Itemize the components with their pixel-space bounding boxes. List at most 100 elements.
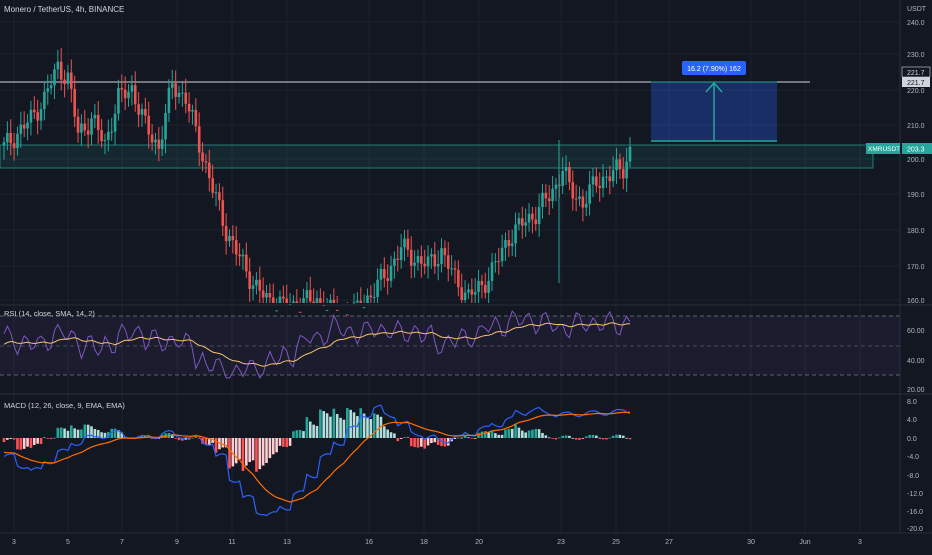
macd-histogram-bar — [100, 432, 103, 438]
candle-body — [359, 300, 363, 303]
price-axis[interactable]: 240.0 230.0 220.0 210.0 200.0 190.0 180.… — [907, 20, 925, 305]
candle-body — [544, 192, 548, 199]
candle-body — [420, 256, 423, 264]
macd-histogram-bar — [588, 434, 591, 438]
macd-histogram-bar — [386, 429, 389, 438]
candle-body — [83, 123, 87, 131]
candle-body — [409, 249, 413, 266]
candle-body — [204, 161, 208, 163]
macd-histogram-bar — [325, 413, 329, 438]
candle-body — [507, 240, 511, 247]
candle-body — [59, 61, 63, 80]
symbol-title[interactable]: Monero / TetherUS, 4h, BINANCE — [4, 5, 124, 14]
macd-histogram-bar — [231, 438, 235, 467]
macd-histogram-bar — [315, 425, 319, 438]
candle-body — [238, 254, 241, 257]
macd-histogram-bar — [568, 435, 571, 438]
candle-body — [430, 254, 433, 257]
macd-histogram-bar — [514, 424, 517, 438]
candle-body — [510, 243, 514, 247]
candle-body — [527, 213, 531, 223]
candle-body — [352, 302, 356, 304]
candle-body — [591, 176, 595, 185]
candle-body — [197, 126, 201, 153]
macd-histogram-bar — [446, 438, 450, 446]
macd-histogram-bar — [255, 438, 258, 472]
candle-body — [504, 240, 507, 248]
candle-body — [70, 72, 73, 89]
macd-histogram-bar — [224, 438, 228, 448]
candle-body — [416, 256, 420, 263]
macd-tick: 0.0 — [907, 436, 917, 443]
candle-body — [571, 182, 575, 199]
macd-histogram-bar — [63, 428, 66, 438]
candle-body — [315, 298, 319, 303]
candle-body — [282, 296, 285, 299]
macd-histogram-bar — [66, 430, 70, 438]
candle-body — [63, 79, 66, 84]
last-price-label: 203.3 — [907, 147, 925, 154]
candle-body — [258, 279, 262, 291]
macd-histogram-bar — [611, 435, 615, 438]
macd-histogram-bar — [608, 437, 612, 439]
measure-label: 16.2 (7.90%) 162 — [687, 66, 741, 73]
macd-histogram-bar — [595, 435, 598, 438]
macd-histogram-bar — [288, 438, 292, 446]
candle-body — [426, 256, 430, 267]
macd-histogram-bar — [601, 438, 605, 440]
time-tick: 23 — [557, 539, 565, 546]
candle-body — [379, 268, 383, 280]
macd-histogram-bar — [352, 412, 356, 438]
macd-histogram-bar — [9, 438, 13, 439]
candle-body — [73, 88, 76, 117]
candle-body — [433, 254, 437, 267]
macd-histogram-bar — [80, 429, 83, 438]
macd-histogram-bar — [615, 434, 618, 438]
candle-body — [329, 299, 332, 303]
macd-histogram-bar — [399, 438, 403, 439]
candle-body — [463, 292, 467, 300]
macd-histogram-bar — [90, 426, 93, 438]
macd-histogram-bar — [537, 429, 541, 438]
macd-histogram-bar — [396, 438, 400, 442]
macd-histogram-bar — [59, 427, 63, 438]
macd-histogram-bar — [362, 413, 366, 438]
macd-histogram-bar — [453, 438, 457, 440]
time-tick: Jun — [799, 539, 810, 546]
candle-body — [201, 152, 204, 162]
macd-histogram-bar — [480, 431, 484, 438]
macd-label[interactable]: MACD (12, 26, close, 9, EMA, EMA) — [4, 401, 125, 410]
candle-body — [319, 298, 322, 303]
macd-histogram-bar — [312, 424, 315, 438]
candle-body — [167, 87, 171, 113]
macd-histogram-bar — [349, 409, 352, 438]
macd-histogram-bar — [389, 432, 393, 438]
macd-histogram-bar — [534, 428, 538, 438]
candle-body — [537, 207, 541, 225]
macd-histogram-bar — [426, 438, 430, 446]
candle-body — [177, 92, 181, 97]
resistance-zone[interactable] — [0, 144, 874, 169]
macd-histogram-bar — [265, 438, 268, 463]
macd-histogram-bar — [628, 438, 632, 440]
candle-body — [551, 188, 554, 202]
time-tick: 18 — [420, 539, 428, 546]
rsi-label[interactable]: RSI (14, close, SMA, 14, 2) — [4, 309, 95, 318]
candle-body — [500, 247, 504, 262]
candle-body — [460, 287, 464, 300]
candle-body — [561, 171, 564, 186]
macd-histogram-bar — [319, 409, 322, 438]
candle-body — [413, 262, 416, 266]
candle-body — [22, 124, 26, 129]
ticker-badge[interactable] — [866, 143, 900, 154]
candle-body — [228, 235, 231, 242]
time-tick: 16 — [365, 539, 373, 546]
macd-histogram-bar — [621, 435, 625, 438]
macd-histogram-bar — [409, 438, 413, 447]
macd-histogram-bar — [36, 438, 39, 444]
macd-histogram-bar — [117, 430, 120, 438]
candle-body — [578, 196, 581, 199]
macd-histogram-bar — [359, 408, 363, 438]
time-axis[interactable]: 3 5 7 9 11 13 16 18 20 23 25 27 30 Jun 3 — [12, 539, 862, 546]
